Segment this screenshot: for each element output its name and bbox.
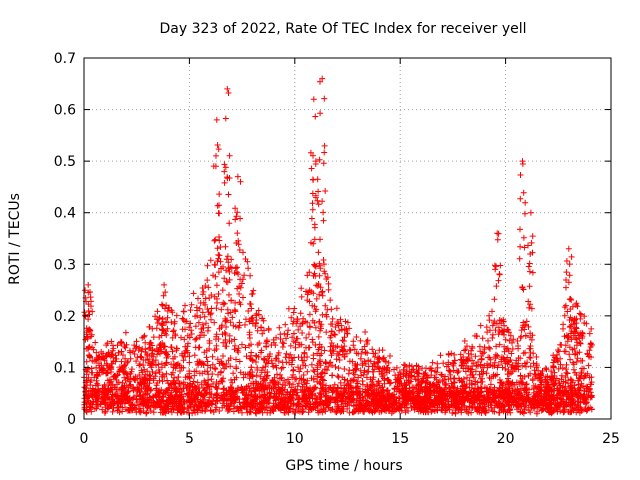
x-tick-label: 15	[391, 431, 409, 447]
y-tick-label: 0	[67, 412, 76, 428]
x-tick-label: 20	[497, 431, 515, 447]
y-tick-label: 0.3	[54, 257, 76, 273]
y-tick-label: 0.5	[54, 154, 76, 170]
y-tick-label: 0.1	[54, 360, 76, 376]
y-tick-label: 0.7	[54, 51, 76, 67]
data-points	[81, 75, 595, 417]
y-tick-label: 0.6	[54, 103, 76, 119]
scatter-markers	[81, 75, 595, 417]
x-axis-label: GPS time / hours	[285, 458, 402, 474]
y-axis-label: ROTI / TECUs	[7, 193, 23, 285]
chart-title: Day 323 of 2022, Rate Of TEC Index for r…	[159, 21, 526, 37]
y-tick-label: 0.2	[54, 309, 76, 325]
plot-frame	[83, 57, 612, 420]
x-tick-labels: 0 5 10 15 20 25	[80, 431, 620, 447]
y-tick-label: 0.4	[54, 206, 76, 222]
x-tick-label: 5	[185, 431, 194, 447]
y-tick-labels: 0 0.1 0.2 0.3 0.4 0.5 0.6 0.7	[54, 51, 76, 428]
x-tick-label: 0	[80, 431, 89, 447]
x-tick-label: 25	[602, 431, 620, 447]
axis-ticks	[83, 57, 612, 420]
x-tick-label: 10	[286, 431, 304, 447]
